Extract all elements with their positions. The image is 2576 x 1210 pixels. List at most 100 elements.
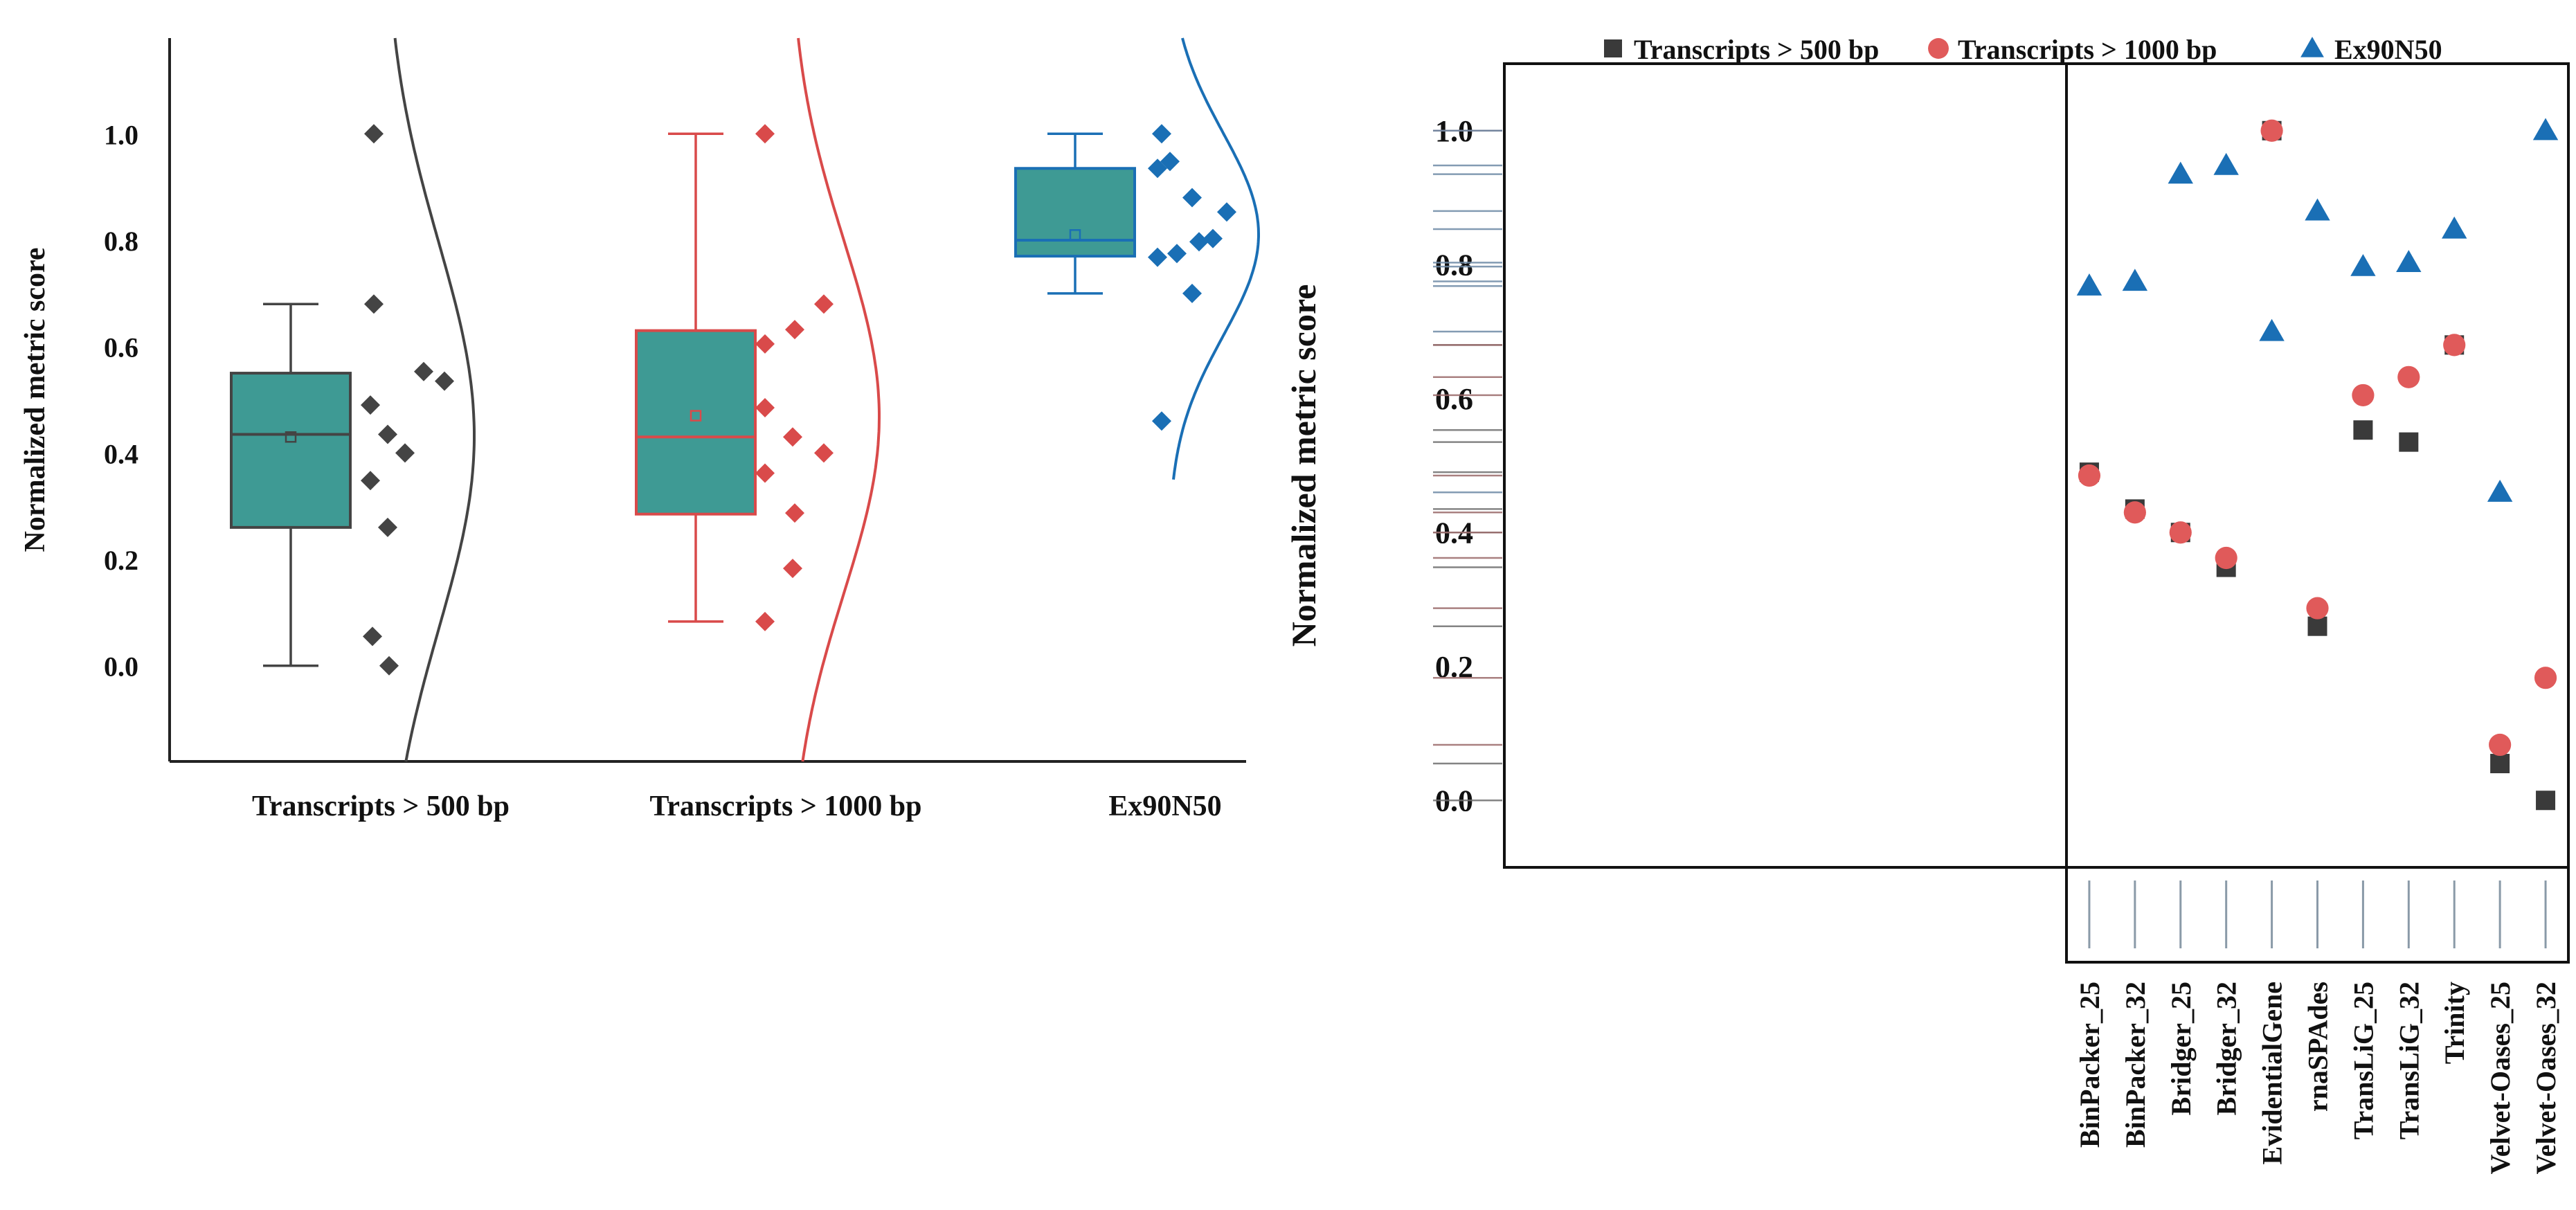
data-point bbox=[755, 334, 775, 354]
left-y-tick-label: 0.8 bbox=[104, 226, 138, 257]
data-point bbox=[1152, 411, 1171, 431]
density-curve bbox=[1172, 37, 1260, 480]
box-iqr bbox=[230, 372, 352, 529]
data-point bbox=[1182, 188, 1202, 208]
data-point bbox=[785, 320, 804, 340]
right-x-tick-label: rnaSPAdes bbox=[2303, 982, 2334, 1112]
legend-marker bbox=[1604, 39, 1622, 57]
scatter-point bbox=[2168, 161, 2193, 184]
left-x-tick-label: Transcripts > 1000 bp bbox=[649, 791, 921, 822]
right-x-tick-label: BinPacker_32 bbox=[2120, 982, 2151, 1148]
scatter-point bbox=[2442, 216, 2467, 239]
data-point bbox=[1148, 159, 1167, 179]
left-y-tick-label: 0.0 bbox=[104, 651, 138, 683]
data-point bbox=[755, 463, 775, 483]
data-point bbox=[814, 294, 834, 314]
scatter-point bbox=[2399, 432, 2419, 452]
right-x-tick-label: EvidentialGene bbox=[2257, 982, 2288, 1164]
data-point bbox=[1152, 124, 1171, 144]
legend-label: Ex90N50 bbox=[2334, 34, 2442, 65]
data-point bbox=[378, 517, 397, 537]
data-point bbox=[414, 361, 433, 381]
left-x-tick-label: Transcripts > 500 bp bbox=[252, 791, 510, 822]
right-y-axis-label: Normalized metric score bbox=[1284, 285, 1323, 647]
left-x-tick-label: Ex90N50 bbox=[1108, 791, 1221, 822]
data-point bbox=[361, 395, 380, 415]
scatter-point bbox=[2307, 616, 2327, 636]
scatter-point bbox=[2169, 521, 2192, 544]
data-point bbox=[814, 443, 834, 463]
scatter-point bbox=[2443, 334, 2466, 356]
right-x-tick-label: Trinity bbox=[2439, 982, 2470, 1064]
right-y-tick-label: 0.6 bbox=[1435, 382, 1473, 416]
right-x-tick-label: Velvet-Oases_25 bbox=[2485, 982, 2516, 1174]
data-point bbox=[363, 626, 382, 647]
scatter-point bbox=[2534, 667, 2557, 689]
data-point bbox=[755, 124, 775, 144]
box-iqr bbox=[635, 329, 757, 516]
scatter-point bbox=[2078, 464, 2101, 487]
legend-label: Transcripts > 500 bp bbox=[1634, 34, 1879, 65]
box-mean-marker bbox=[690, 410, 702, 422]
scatter-point bbox=[2213, 152, 2239, 175]
right-x-tick-label: TransLiG_32 bbox=[2393, 982, 2424, 1139]
legend-marker bbox=[1928, 38, 1949, 59]
data-point bbox=[361, 471, 380, 491]
scatter-point bbox=[2397, 365, 2420, 388]
box-iqr bbox=[1014, 167, 1136, 258]
scatter-point bbox=[2260, 119, 2283, 142]
right-plot-frame bbox=[1503, 62, 2570, 869]
data-point bbox=[1189, 232, 1209, 252]
left-y-tick-label: 1.0 bbox=[104, 119, 138, 150]
right-x-tick-label: Bridger_25 bbox=[2165, 982, 2197, 1115]
right-x-tick-label: BinPacker_25 bbox=[2074, 982, 2105, 1148]
right-x-tick-label: Bridger_32 bbox=[2211, 982, 2242, 1115]
legend-marker bbox=[2300, 37, 2324, 57]
scatter-point bbox=[2350, 253, 2376, 276]
density-curve bbox=[797, 37, 881, 762]
right-x-tick-label: TransLiG_25 bbox=[2348, 982, 2379, 1139]
left-y-tick-label: 0.6 bbox=[104, 332, 138, 363]
left-y-tick-label: 0.2 bbox=[104, 545, 138, 576]
data-point bbox=[755, 611, 775, 631]
data-point bbox=[395, 443, 415, 463]
density-curve bbox=[393, 37, 476, 762]
scatter-point bbox=[2490, 754, 2510, 774]
data-point bbox=[785, 503, 804, 523]
scatter-point bbox=[2352, 383, 2375, 407]
data-point bbox=[1167, 244, 1187, 264]
right-y-tick-label: 0.8 bbox=[1435, 248, 1473, 282]
data-point bbox=[783, 559, 802, 579]
scatter-point bbox=[2122, 269, 2148, 291]
left-y-axis-label: Normalized metric score bbox=[19, 247, 51, 552]
scatter-point bbox=[2536, 791, 2556, 811]
data-point bbox=[1182, 283, 1202, 303]
scatter-point bbox=[2489, 733, 2512, 757]
data-point bbox=[364, 294, 384, 314]
data-point bbox=[1148, 247, 1167, 267]
data-point bbox=[379, 656, 399, 676]
scatter-point bbox=[2076, 273, 2102, 296]
scatter-point bbox=[2396, 250, 2422, 272]
scatter-point bbox=[2259, 318, 2285, 341]
right-x-tick-label: Velvet-Oases_32 bbox=[2530, 982, 2561, 1174]
data-point bbox=[1203, 228, 1223, 249]
legend-label: Transcripts > 1000 bp bbox=[1958, 34, 2217, 65]
scatter-point bbox=[2306, 597, 2329, 620]
scatter-point bbox=[2305, 198, 2330, 221]
data-point bbox=[755, 398, 775, 418]
scatter-point bbox=[2123, 501, 2146, 524]
box-mean-marker bbox=[285, 431, 297, 443]
scatter-point bbox=[2532, 118, 2559, 141]
data-point bbox=[378, 424, 397, 444]
data-point bbox=[783, 427, 802, 447]
left-y-tick-label: 0.4 bbox=[104, 438, 138, 469]
box-mean-marker bbox=[1069, 229, 1081, 241]
scatter-point bbox=[2215, 546, 2237, 570]
scatter-point bbox=[2487, 480, 2513, 502]
data-point bbox=[1217, 202, 1236, 222]
left-raincloud-chart: 0.0 0.2 0.4 0.6 0.8 1.0 Normalized metric scor… bbox=[19, 37, 1260, 822]
data-point bbox=[435, 371, 454, 391]
